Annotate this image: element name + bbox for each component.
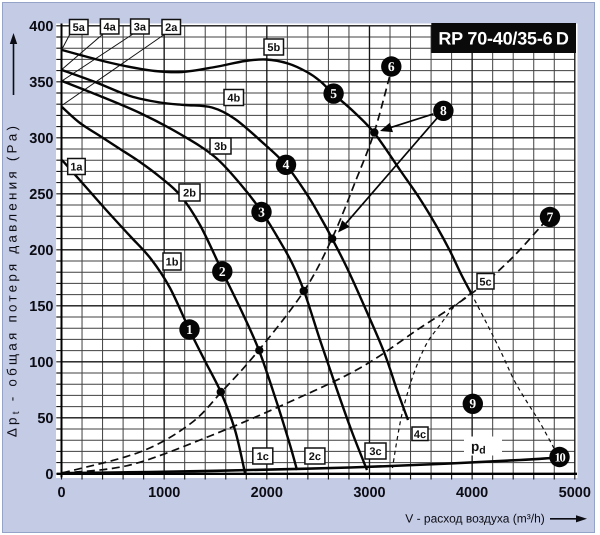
svg-text:5000: 5000 xyxy=(559,485,591,501)
svg-text:2: 2 xyxy=(219,264,226,279)
svg-text:Δpt - общая потеря давления (P: Δpt - общая потеря давления (Pa) xyxy=(5,123,23,437)
svg-text:100: 100 xyxy=(29,355,53,371)
svg-text:5: 5 xyxy=(330,86,337,101)
svg-text:8: 8 xyxy=(440,103,447,118)
svg-text:1: 1 xyxy=(186,322,193,337)
svg-text:4c: 4c xyxy=(414,429,426,441)
svg-text:4000: 4000 xyxy=(456,485,488,501)
svg-text:400: 400 xyxy=(29,19,53,35)
svg-text:0: 0 xyxy=(45,467,53,483)
svg-text:7: 7 xyxy=(547,209,554,224)
svg-text:50: 50 xyxy=(37,411,53,427)
svg-text:1a: 1a xyxy=(70,162,83,174)
svg-text:4: 4 xyxy=(283,157,290,172)
svg-text:3b: 3b xyxy=(214,141,227,153)
svg-text:200: 200 xyxy=(29,243,53,259)
svg-text:6: 6 xyxy=(388,59,395,74)
svg-text:4a: 4a xyxy=(104,22,117,34)
svg-text:300: 300 xyxy=(29,131,53,147)
svg-text:2000: 2000 xyxy=(251,485,283,501)
svg-text:150: 150 xyxy=(29,299,53,315)
svg-text:1b: 1b xyxy=(166,257,179,269)
svg-text:5b: 5b xyxy=(267,42,280,54)
svg-text:0: 0 xyxy=(57,485,65,501)
svg-text:3: 3 xyxy=(258,204,265,219)
svg-text:5a: 5a xyxy=(73,22,86,34)
svg-text:V - расход воздуха (m³/h): V - расход воздуха (m³/h) xyxy=(405,512,545,526)
svg-text:5c: 5c xyxy=(479,276,491,288)
svg-text:1000: 1000 xyxy=(148,485,180,501)
svg-text:3000: 3000 xyxy=(353,485,385,501)
svg-text:RP 70-40/35-6 D: RP 70-40/35-6 D xyxy=(438,29,569,49)
svg-text:3a: 3a xyxy=(134,22,147,34)
svg-text:250: 250 xyxy=(29,187,53,203)
svg-text:2a: 2a xyxy=(165,22,178,34)
svg-text:2b: 2b xyxy=(183,188,196,200)
svg-text:1c: 1c xyxy=(257,451,269,463)
svg-text:10: 10 xyxy=(554,450,565,464)
svg-text:4b: 4b xyxy=(227,93,240,105)
svg-text:2c: 2c xyxy=(309,451,321,463)
svg-text:3c: 3c xyxy=(369,446,381,458)
svg-text:9: 9 xyxy=(469,396,476,411)
svg-text:350: 350 xyxy=(29,75,53,91)
